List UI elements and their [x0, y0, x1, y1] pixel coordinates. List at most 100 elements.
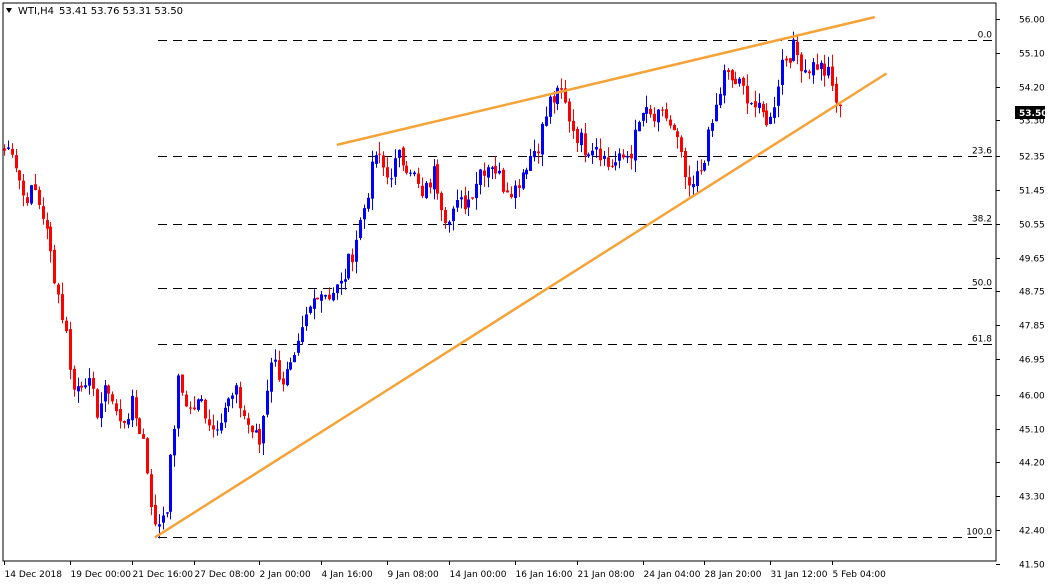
- candle-down: [762, 104, 765, 113]
- candle-up: [738, 78, 741, 84]
- candle-up: [781, 59, 784, 86]
- candle-down: [382, 155, 385, 168]
- candle-up: [692, 184, 695, 188]
- candle-down: [53, 249, 56, 284]
- candle-down: [471, 197, 474, 199]
- candle-up: [375, 155, 378, 164]
- candle-up: [448, 221, 451, 225]
- candle-up: [522, 172, 525, 189]
- candle-down: [96, 389, 99, 418]
- candle-down: [560, 88, 563, 90]
- candle-up: [127, 419, 130, 425]
- candle-down: [212, 425, 215, 430]
- candle-up: [173, 428, 176, 456]
- candle-down: [665, 109, 668, 119]
- candle-up: [266, 390, 269, 415]
- candle-down: [502, 169, 505, 192]
- candle-down: [796, 41, 799, 56]
- candle-down: [464, 195, 467, 210]
- candle-down: [553, 96, 556, 103]
- candle-down: [584, 133, 587, 156]
- candle-down: [22, 180, 25, 196]
- candle-up: [626, 155, 629, 158]
- candle-down: [49, 226, 52, 252]
- trendlines: [154, 15, 888, 539]
- fib-level-label: 0.0: [978, 31, 993, 41]
- candle-up: [479, 169, 482, 185]
- candle-down: [734, 78, 737, 85]
- candle-up: [367, 197, 370, 209]
- candle-down: [61, 294, 64, 321]
- candle-up: [703, 163, 706, 171]
- trendline-upper[interactable]: [336, 15, 876, 147]
- fib-level-label: 61.8: [972, 335, 992, 345]
- candle-down: [510, 193, 513, 198]
- candle-down: [92, 377, 95, 389]
- candle-down: [599, 148, 602, 161]
- candle-down: [26, 197, 29, 204]
- candle-up: [344, 279, 347, 282]
- candle-up: [595, 147, 598, 150]
- candle-up: [614, 162, 617, 166]
- fib-level-label: 100.0: [966, 528, 992, 538]
- x-axis-ticks: 14 Dec 2018 19 Dec 00:00 21 Dec 16:00 27 De…: [4, 561, 886, 580]
- candle-down: [135, 397, 138, 419]
- candle-up: [231, 395, 234, 399]
- candle-down: [622, 154, 625, 158]
- candle-up: [336, 284, 339, 293]
- x-tick-label: 4 Jan 16:00: [322, 570, 374, 580]
- candle-down: [676, 131, 679, 138]
- candle-down: [42, 206, 45, 219]
- candle-down: [119, 409, 122, 422]
- candle-down: [746, 85, 749, 104]
- candle-up: [7, 147, 10, 149]
- current-price-label: 53.50: [1019, 109, 1047, 119]
- candle-down: [57, 284, 60, 295]
- x-tick-label: 9 Jan 08:00: [388, 570, 440, 580]
- candle-down: [239, 387, 242, 409]
- y-tick-label: 54.20: [1019, 84, 1045, 94]
- candle-up: [525, 169, 528, 175]
- x-tick-label: 19 Dec 00:00: [71, 570, 132, 580]
- candles: [3, 31, 842, 539]
- y-tick-label: 43.30: [1019, 493, 1045, 503]
- x-tick-label: 16 Jan 16:00: [516, 570, 573, 580]
- candle-up: [169, 454, 172, 512]
- candle-down: [189, 407, 192, 409]
- dropdown-triangle-icon: [6, 8, 12, 13]
- candle-down: [65, 320, 68, 332]
- candle-up: [498, 170, 501, 174]
- candle-up: [131, 395, 134, 421]
- y-tick-label: 56.00: [1019, 16, 1045, 26]
- candle-up: [216, 429, 219, 431]
- candle-down: [789, 58, 792, 63]
- trendline-lower[interactable]: [154, 72, 888, 539]
- candle-down: [185, 394, 188, 407]
- candle-down: [785, 58, 788, 61]
- candle-down: [568, 101, 571, 122]
- candle-down: [405, 165, 408, 173]
- candle-up: [769, 116, 772, 124]
- candle-down: [673, 124, 676, 131]
- fib-level-label: 23.6: [972, 147, 992, 157]
- candle-up: [166, 512, 169, 514]
- candle-up: [224, 407, 227, 423]
- candle-up: [320, 294, 323, 301]
- candle-down: [351, 254, 354, 263]
- candle-up: [707, 129, 710, 162]
- candle-down: [111, 394, 114, 402]
- candle-up: [634, 129, 637, 161]
- current-price-marker: 53.50: [1015, 106, 1047, 119]
- candle-up: [541, 123, 544, 155]
- candle-down: [154, 504, 157, 525]
- candle-down: [146, 438, 149, 474]
- candle-up: [100, 403, 103, 419]
- candle-down: [688, 177, 691, 186]
- candle-down: [123, 421, 126, 424]
- candle-up: [262, 415, 265, 444]
- candle-up: [529, 155, 532, 171]
- symbol-label: WTI,H4: [18, 6, 54, 17]
- candle-up: [77, 386, 80, 392]
- candle-up: [340, 280, 343, 284]
- candle-down: [742, 77, 745, 86]
